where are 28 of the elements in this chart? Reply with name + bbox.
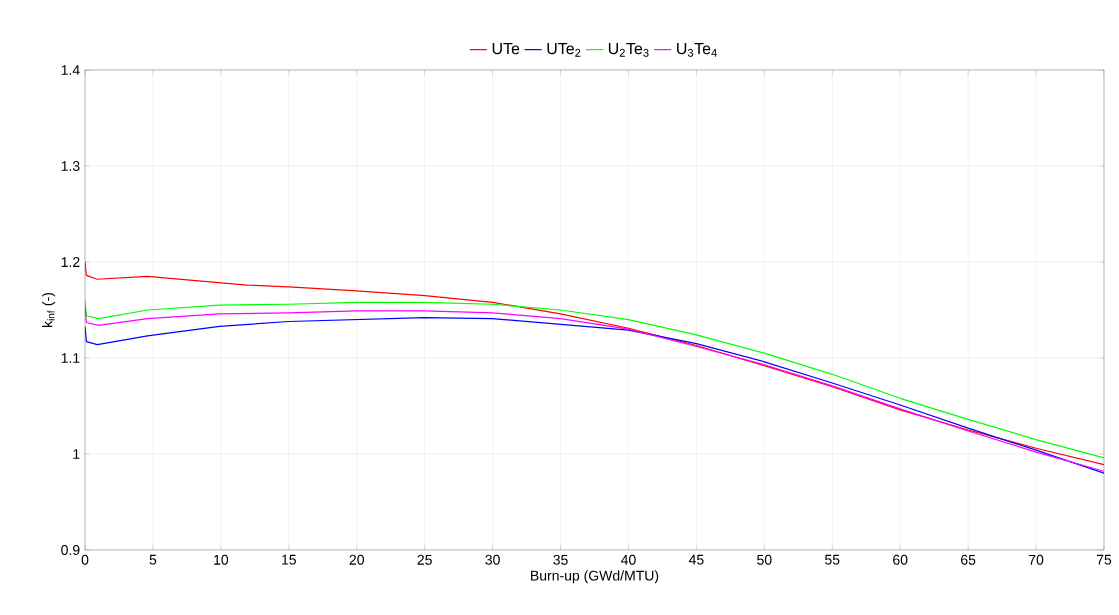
x-tick-label: 50: [757, 554, 772, 565]
x-tick-label: 35: [553, 554, 568, 565]
x-tick-label: 5: [149, 554, 157, 565]
x-tick-label: 10: [214, 554, 229, 565]
x-tick-label: 45: [688, 554, 704, 565]
x-tick-label: 40: [620, 554, 636, 565]
y-tick-label: 1: [73, 449, 80, 459]
y-tick-label: 0.9: [61, 545, 80, 555]
x-tick-label: 65: [961, 554, 976, 565]
legend-label: U$_{3}$Te$_{4}$: [677, 43, 717, 57]
legend-label: UTe: [492, 43, 520, 55]
y-tick-label: 1.3: [61, 161, 80, 171]
y-axis-title: k$_{inf}$ (-): [42, 292, 56, 327]
x-tick-label: 20: [349, 554, 364, 565]
y-tick-label: 1.1: [61, 353, 80, 363]
x-tick-label: 75: [1096, 554, 1112, 565]
x-tick-label: 55: [825, 554, 840, 565]
x-tick-label: 30: [485, 554, 500, 565]
x-tick-label: 60: [893, 554, 908, 565]
y-tick-label: 1.4: [61, 65, 80, 75]
legend-label: U$_{2}$Te$_{3}$: [608, 43, 649, 57]
x-tick-label: 70: [1028, 554, 1044, 565]
y-tick-label: 1.2: [61, 257, 80, 267]
x-axis-title: Burn-up (GWd/MTU): [531, 570, 659, 584]
x-tick-label: 0: [81, 554, 89, 565]
x-tick-label: 15: [282, 554, 296, 565]
x-tick-label: 25: [417, 554, 432, 565]
legend-label: UTe$_{2}$: [547, 43, 581, 57]
